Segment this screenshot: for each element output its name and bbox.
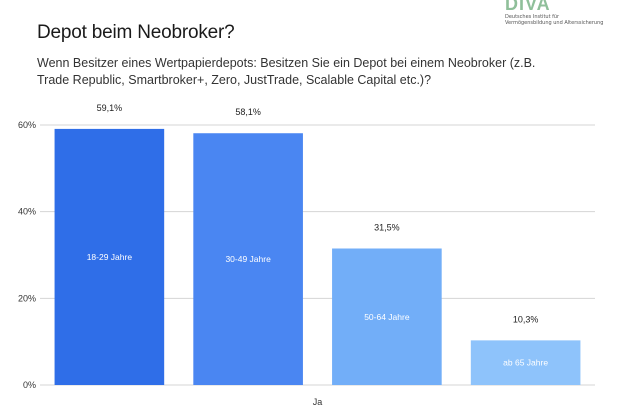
logo-line-2: Vermögensbildung und Alterssicherung: [505, 20, 604, 26]
chart-subtitle: Wenn Besitzer eines Wertpapierdepots: Be…: [37, 56, 536, 87]
chart-title: Depot beim Neobroker?: [37, 22, 235, 43]
bar-series-label: 50-64 Jahre: [364, 312, 410, 322]
diva-logo: DIVA Deutsches Institut für Vermögensbil…: [505, 0, 625, 30]
bar-series-label: 18-29 Jahre: [87, 252, 133, 262]
y-tick-label: 40%: [18, 207, 36, 217]
bar-2: [193, 133, 303, 385]
y-tick-label: 20%: [18, 293, 36, 303]
y-tick-label: 0%: [23, 380, 36, 390]
data-label: 31,5%: [374, 223, 400, 233]
bar-series-label: ab 65 Jahre: [503, 358, 548, 368]
y-tick-label: 60%: [18, 120, 36, 130]
logo-line-1: Deutsches Institut für: [505, 14, 560, 20]
bar-4: [470, 340, 581, 385]
bar-3: [332, 248, 442, 385]
logo-word: DIVA: [505, 0, 551, 14]
data-label: 10,3%: [513, 314, 539, 324]
data-label: 58,1%: [235, 107, 261, 117]
data-label: 59,1%: [97, 103, 123, 113]
bar-series-label: 30-49 Jahre: [225, 254, 271, 264]
bar-1: [54, 128, 165, 385]
x-category-label: Ja: [313, 397, 323, 407]
